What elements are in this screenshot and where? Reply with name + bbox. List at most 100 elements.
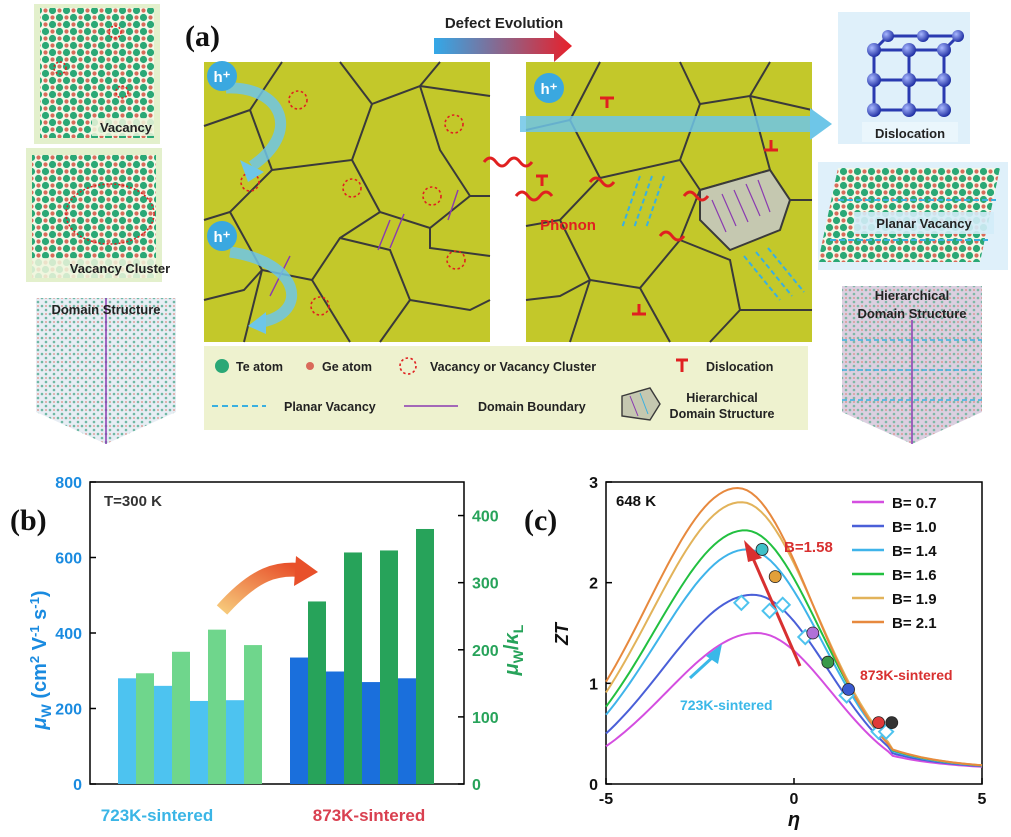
vacancy-inset: Vacancy [34, 4, 160, 144]
bar-mu-w [154, 685, 172, 784]
legend-entry: B= 1.9 [892, 591, 937, 608]
bar-mu-w [226, 700, 244, 784]
hole-label-2: h⁺ [213, 229, 230, 246]
right-tick-label: 300 [472, 576, 499, 593]
grain-structure-left: h⁺ h⁺ [203, 61, 491, 343]
domain-structure-inset: Domain Structure [36, 298, 176, 444]
bar-mu-over-kappa [416, 528, 434, 784]
legend-entry: B= 1.4 [892, 543, 937, 560]
bar-mu-over-kappa [380, 550, 398, 784]
y-tick-label: 3 [589, 475, 598, 492]
legend-entry: B= 0.7 [892, 495, 937, 512]
left-tick-label: 600 [55, 551, 82, 568]
vacancy-cluster-inset: Vacancy Cluster [26, 148, 170, 282]
panel-c-xlabel: η [788, 809, 800, 831]
category-873: 873K-sintered [313, 806, 425, 825]
legend-hierarchical-2: Domain Structure [670, 407, 775, 421]
left-axis-ticks: 0 200 400 600 800 [55, 475, 96, 794]
trend-723-arrow [688, 654, 716, 680]
dislocation-icon [676, 358, 688, 372]
panel-c-label: (c) [524, 504, 557, 537]
legend-planar-vacancy: Planar Vacancy [284, 400, 376, 414]
svg-text:μW (cm2 V-1 s-1): μW (cm2 V-1 s-1) [27, 590, 54, 730]
bar-mu-over-kappa [172, 651, 190, 784]
y-tick-label: 0 [589, 777, 598, 794]
point-873 [842, 682, 855, 696]
bar-mu-w [326, 671, 344, 784]
point-723 [774, 596, 792, 614]
legend-hierarchical-1: Hierarchical [686, 391, 758, 405]
hierarchical-icon [621, 387, 661, 421]
data-points [732, 543, 899, 741]
te-atom-icon [215, 359, 229, 373]
point-873 [755, 543, 769, 556]
hole-label-3: h⁺ [540, 81, 557, 98]
right-tick-label: 400 [472, 509, 499, 526]
legend-ge-atom: Ge atom [322, 360, 372, 374]
legend-domain-boundary: Domain Boundary [478, 400, 586, 414]
planar-vacancy-label: Planar Vacancy [876, 216, 972, 231]
point-873 [821, 655, 835, 669]
hierarchical-label-1: Hierarchical [875, 288, 949, 303]
domain-structure-label: Domain Structure [51, 302, 160, 317]
dislocation-inset: Dislocation [838, 12, 970, 144]
panel-b-label: (b) [10, 504, 47, 537]
panel-c-legend: B= 0.7 B= 1.0 B= 1.4 B= 1.6 B= 1.9 B= 2.1 [852, 495, 937, 632]
vacancy-icon [399, 357, 417, 375]
right-tick-label: 100 [472, 710, 499, 727]
defect-evolution-title: Defect Evolution [445, 15, 563, 32]
panel-a-label: (a) [185, 20, 220, 53]
defect-evolution-arrow: Defect Evolution [434, 15, 572, 62]
bar-mu-over-kappa [208, 629, 226, 784]
panel-b-annotation: T=300 K [104, 493, 162, 510]
trend-arrow [216, 562, 301, 615]
vacancy-label: Vacancy [100, 120, 153, 135]
category-723: 723K-sintered [101, 806, 213, 825]
hierarchical-label-2: Domain Structure [857, 306, 966, 321]
left-tick-label: 0 [73, 777, 82, 794]
zt-curve [605, 593, 983, 768]
right-tick-label: 0 [472, 777, 481, 794]
legend-dislocation: Dislocation [706, 360, 773, 374]
panel-a-legend: Te atom Ge atom Vacancy or Vacancy Clust… [204, 346, 808, 430]
bar-mu-over-kappa [244, 645, 262, 784]
bar-mu-w [290, 657, 308, 784]
right-tick-label: 200 [472, 643, 499, 660]
right-axis-ticks: 0 100 200 300 400 [458, 509, 499, 794]
vacancy-cluster-label: Vacancy Cluster [70, 261, 170, 276]
point-873 [872, 716, 885, 729]
phonon-label: Phonon [540, 217, 596, 234]
label-873-sintered: 873K-sintered [860, 667, 953, 683]
bar-mu-over-kappa [136, 673, 154, 784]
svg-text:μW/κL: μW/κL [501, 624, 526, 676]
point-723 [761, 602, 778, 620]
panel-a: Vacancy Vacancy Cluster Domain Structure… [26, 4, 1008, 444]
legend-entry: B= 2.1 [892, 615, 937, 632]
ge-atom-icon [306, 362, 314, 370]
x-tick-label: 5 [978, 791, 987, 808]
x-tick-label: 0 [790, 791, 799, 808]
left-tick-label: 200 [55, 702, 82, 719]
dislocation-label: Dislocation [875, 126, 945, 141]
legend-entry: B= 1.0 [892, 519, 937, 536]
zt-curves [605, 486, 983, 768]
right-axis-label: μW/κL [501, 624, 526, 676]
left-tick-label: 800 [55, 475, 82, 492]
legend-te-atom: Te atom [236, 360, 283, 374]
planar-vacancy-inset: Planar Vacancy [818, 162, 1008, 270]
trend-723-arrow-head [706, 644, 722, 664]
point-873 [768, 570, 782, 584]
panel-c-annotation: 648 K [616, 493, 656, 510]
trend-873-arrow-head [744, 540, 762, 562]
point-873 [806, 626, 820, 640]
y-tick-label: 2 [589, 576, 598, 593]
b-value-label: B=1.58 [784, 539, 833, 556]
hole-label-1: h⁺ [213, 69, 230, 86]
bars [118, 528, 434, 784]
bar-mu-w [190, 700, 208, 784]
legend-vacancy: Vacancy or Vacancy Cluster [430, 360, 596, 374]
